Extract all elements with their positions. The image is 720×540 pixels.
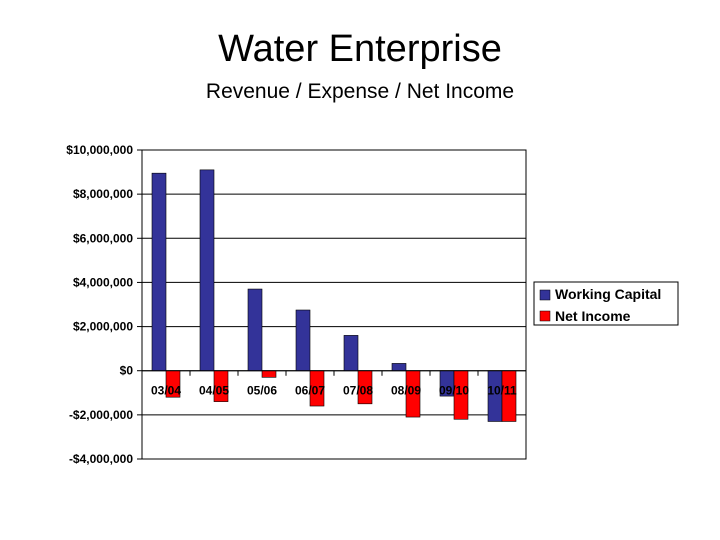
y-tick-label: -$2,000,000 [69,408,133,422]
x-tick-label: 10/11 [487,384,517,398]
bar-net-income-2 [261,370,277,378]
x-tick-label: 04/05 [199,384,229,398]
y-tick-label: $0 [120,364,134,378]
x-tick-label: 09/10 [439,384,469,398]
bar-working-capital-4 [343,335,359,372]
bars [151,169,517,422]
x-tick-label: 06/07 [295,384,325,398]
legend-box [533,281,679,326]
y-tick-label: $10,000,000 [66,143,133,157]
bar-working-capital-0 [151,172,167,372]
bar-working-capital-2 [247,288,263,372]
legend-label-working-capital: Working Capital [555,286,661,302]
x-tick-label: 07/08 [343,384,373,398]
bar-working-capital-5 [391,363,407,372]
y-tick-label: $6,000,000 [73,231,133,245]
x-tick-label: 05/06 [247,384,277,398]
bar-working-capital-1 [199,169,215,372]
x-tick-label: 03/04 [151,384,181,398]
x-axis-ticks: 03/04 04/05 05/06 06/07 07/08 08/09 09/10 10/11 [141,370,527,398]
legend-label-net-income: Net Income [555,308,631,324]
y-tick-label: $4,000,000 [73,275,133,289]
legend-swatch-net-income [539,310,551,322]
y-tick-label: $8,000,000 [73,187,133,201]
chart-subtitle: Revenue / Expense / Net Income [205,80,515,103]
legend-swatch-working-capital [539,289,551,301]
y-tick-label: -$4,000,000 [69,452,133,466]
x-tick-label: 08/09 [391,384,421,398]
plot-area [141,149,527,460]
legend: Working Capital Net Income [533,281,679,326]
y-axis-ticks: $10,000,000 $8,000,000 $6,000,000 $4,000,00… [66,143,142,466]
chart-title: Water Enterprise [218,28,502,70]
y-tick-label: $2,000,000 [73,320,133,334]
bar-working-capital-3 [295,309,311,372]
